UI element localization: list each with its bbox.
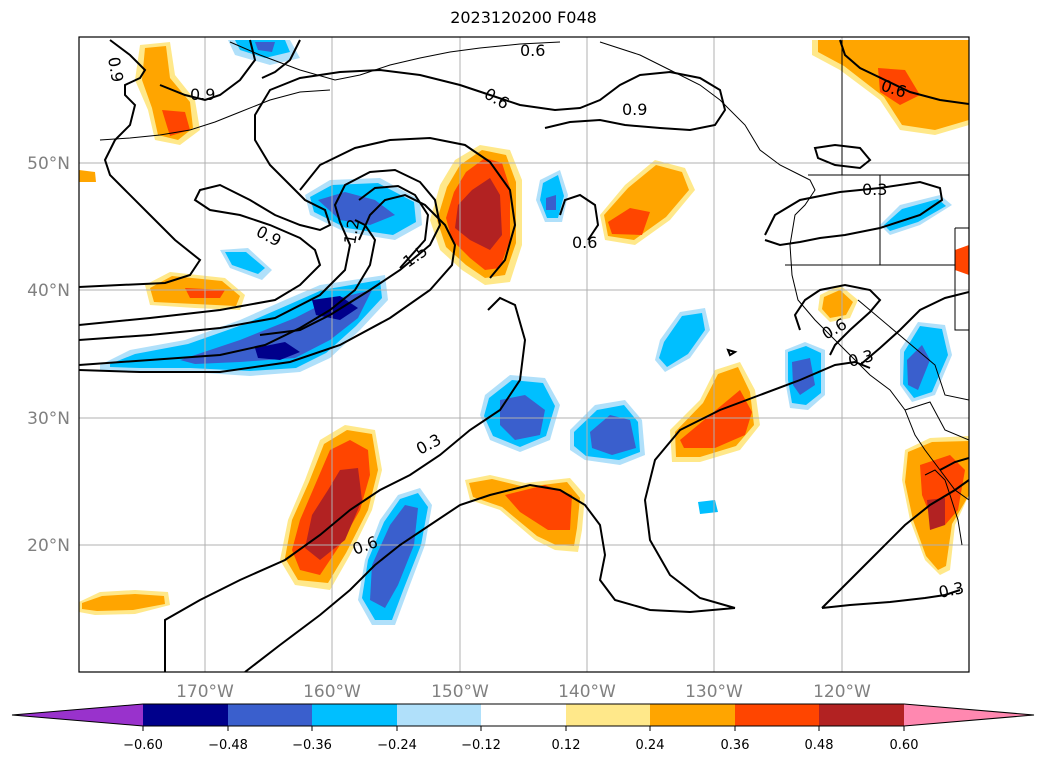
colorbar-bin [397,704,481,726]
colorbar-bin [228,704,312,726]
colorbar-tick-label: 0.36 [721,738,750,753]
colorbar-tick-label: −0.12 [461,738,501,753]
colorbar-tick-label: 0.24 [636,738,665,753]
colorbar-tick-label: −0.48 [208,738,248,753]
map-frame [78,36,970,673]
colorbar-tick-label: 0.48 [805,738,834,753]
contour-label: 0.3 [862,180,887,199]
contour-label: 0.3 [937,578,966,602]
colorbar-bin [481,704,566,726]
colorbar-bin [650,704,735,726]
colorbar-tick-label: 0.60 [890,738,919,753]
colorbar-extend-low [12,704,143,726]
colorbar-bin [819,704,904,726]
lat-label: 20°N [27,536,70,556]
contour-label: 0.9 [622,100,647,119]
contour-label: 1.2 [340,217,363,245]
colorbar-ticks [142,726,905,731]
contour-label: 0.3 [846,346,876,371]
colorbar-tick-label: 0.12 [552,738,581,753]
contour-label: 0.9 [190,85,215,104]
colorbar-tick-label: −0.60 [123,738,163,753]
colorbar: −0.60 −0.48 −0.36 −0.24 −0.12 0.12 0.24 … [11,703,1035,753]
lon-label: 160°W [303,682,361,702]
lat-label: 30°N [27,409,70,429]
colorbar-bin [735,704,819,726]
lon-label: 120°W [813,682,871,702]
colorbar-tick-label: −0.36 [292,738,332,753]
map-area: 0.9 0.9 0.6 0.6 0.9 1.2 1.5 0.6 0.6 0.3 … [79,37,969,672]
colorbar-bin [312,704,397,726]
colorbar-bin [566,704,650,726]
longitude-labels: 170°W 160°W 150°W 140°W 130°W 120°W [176,682,871,702]
colorbar-tick-label: −0.24 [377,738,417,753]
lat-label: 40°N [27,281,70,301]
contour-label: 0.6 [572,233,597,252]
lon-label: 170°W [176,682,234,702]
lon-label: 130°W [685,682,743,702]
contour-lines [79,39,969,672]
contour-label: 0.9 [253,222,284,251]
coastlines [99,40,969,546]
contour-label: 0.9 [104,55,127,83]
contour-label: 0.6 [520,41,545,60]
contour-label: 0.6 [481,84,513,113]
latitude-labels: 20°N 30°N 40°N 50°N [27,154,70,556]
lon-label: 140°W [558,682,616,702]
lon-label: 150°W [431,682,489,702]
colorbar-extend-high [904,704,1034,726]
lat-label: 50°N [27,154,70,174]
map-title: 2023120200 F048 [450,8,597,27]
colorbar-bin [143,704,228,726]
shaded-field-negative [100,40,952,625]
